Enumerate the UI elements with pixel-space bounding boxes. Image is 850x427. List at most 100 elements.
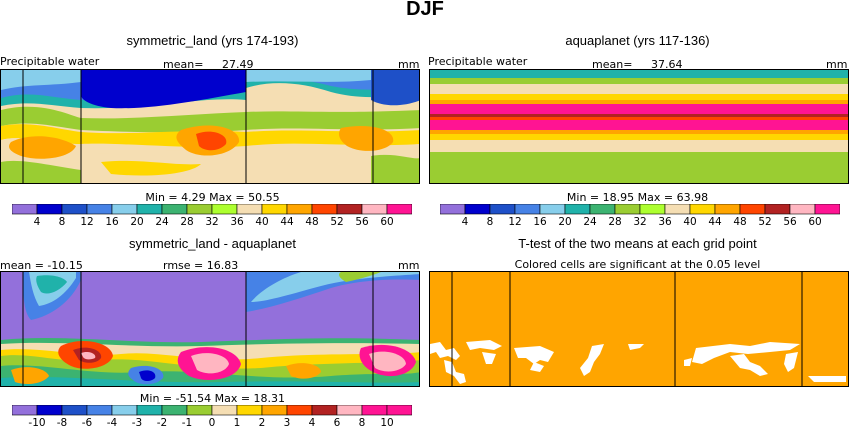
diff-swatch-12 bbox=[311, 405, 338, 416]
panel-title-ttest: T-test of the two means at each grid poi… bbox=[518, 236, 757, 251]
pw-left-tick-label: 4 bbox=[34, 216, 41, 228]
pw-left-tick-label: 44 bbox=[280, 216, 294, 228]
pw-left-tick-label: 20 bbox=[130, 216, 143, 228]
diff-swatch-15 bbox=[386, 405, 412, 416]
pw-right-tick-label: 44 bbox=[708, 216, 722, 228]
pw-left-tick-label: 24 bbox=[155, 216, 169, 228]
diff-swatch-8 bbox=[211, 405, 238, 416]
mean-label: mean= bbox=[592, 58, 633, 71]
diff-tick-label: 8 bbox=[359, 417, 366, 427]
units-label: mm bbox=[398, 259, 420, 272]
diff-tick-label: -6 bbox=[82, 417, 93, 427]
variable-label: Precipitable water bbox=[0, 55, 100, 68]
pw-left-swatch-7 bbox=[186, 204, 213, 215]
diff-swatch-4 bbox=[111, 405, 138, 416]
pw-left-swatch-14 bbox=[361, 204, 388, 215]
map-symmetric-land bbox=[0, 69, 420, 184]
variable-label: Precipitable water bbox=[428, 55, 528, 68]
panel-title-difference: symmetric_land - aquaplanet bbox=[129, 236, 296, 251]
diff-swatch-7 bbox=[186, 405, 213, 416]
pw-right-tick-label: 28 bbox=[608, 216, 621, 228]
diff-swatch-6 bbox=[161, 405, 188, 416]
ttest-subtitle: Colored cells are significant at the 0.0… bbox=[514, 258, 761, 271]
aquaplanet-band bbox=[430, 130, 848, 134]
pw-right-swatch-5 bbox=[564, 204, 591, 215]
aquaplanet-band bbox=[430, 140, 848, 152]
diff-tick-label: -3 bbox=[132, 417, 142, 427]
aquaplanet-band bbox=[430, 134, 848, 140]
pw-right-swatch-10 bbox=[689, 204, 716, 215]
mean-value: 37.64 bbox=[651, 58, 683, 71]
diff-tick-label: -10 bbox=[28, 417, 45, 427]
aquaplanet-band bbox=[430, 70, 848, 78]
pw-right-swatch-12 bbox=[739, 204, 766, 215]
diff-swatch-13 bbox=[336, 405, 363, 416]
map-difference bbox=[0, 271, 420, 387]
diff-swatch-3 bbox=[86, 405, 113, 416]
units-label: mm bbox=[398, 58, 420, 71]
diff-tick-label: -1 bbox=[182, 417, 192, 427]
pw-right-tick-label: 40 bbox=[683, 216, 696, 228]
pw-right-swatch-15 bbox=[814, 204, 840, 215]
aquaplanet-band bbox=[430, 94, 848, 100]
pw-left-tick-label: 60 bbox=[380, 216, 393, 228]
diff-swatch-1 bbox=[36, 405, 63, 416]
rmse-text: rmse = 16.83 bbox=[163, 259, 239, 272]
diff-tick-label: -8 bbox=[57, 417, 67, 427]
min-max-stats: Min = 4.29 Max = 50.55 bbox=[145, 191, 280, 204]
pw-right-tick-label: 36 bbox=[658, 216, 672, 228]
pw-left-swatch-3 bbox=[86, 204, 113, 215]
diff-tick-label: 10 bbox=[380, 417, 393, 427]
pw-left-swatch-6 bbox=[161, 204, 188, 215]
pw-left-swatch-10 bbox=[261, 204, 288, 215]
figure-title: DJF bbox=[406, 0, 444, 20]
pw-right-tick-label: 4 bbox=[462, 216, 469, 228]
aquaplanet-band bbox=[430, 104, 848, 114]
diff-swatch-2 bbox=[61, 405, 88, 416]
pw-right-swatch-11 bbox=[714, 204, 741, 215]
pw-left-swatch-0 bbox=[12, 204, 38, 215]
map-ttest-significance bbox=[429, 271, 849, 387]
pw-left-tick-label: 52 bbox=[330, 216, 343, 228]
pw-left-tick-label: 28 bbox=[180, 216, 193, 228]
diff-swatch-9 bbox=[236, 405, 263, 416]
diff-swatch-10 bbox=[261, 405, 288, 416]
pw-left-swatch-13 bbox=[336, 204, 363, 215]
diff-tick-label: -4 bbox=[107, 417, 118, 427]
diff-tick-label: 0 bbox=[209, 417, 216, 427]
diff-tick-label: 2 bbox=[259, 417, 266, 427]
pw-left-tick-label: 36 bbox=[230, 216, 244, 228]
panel-title-symmetric-land: symmetric_land (yrs 174-193) bbox=[126, 33, 299, 48]
diff-swatch-14 bbox=[361, 405, 388, 416]
pw-right-swatch-4 bbox=[539, 204, 566, 215]
panel-title-aquaplanet: aquaplanet (yrs 117-136) bbox=[565, 33, 710, 48]
diff-swatch-5 bbox=[136, 405, 163, 416]
colorbar-precipitable-water-right: 4 8 12 16 20 24 28 32 36 40 44 48 52 56 60 bbox=[440, 204, 840, 230]
pw-right-swatch-8 bbox=[639, 204, 666, 215]
pw-left-tick-label: 8 bbox=[59, 216, 66, 228]
pw-left-swatch-4 bbox=[111, 204, 138, 215]
pw-left-swatch-1 bbox=[36, 204, 63, 215]
diff-tick-label: 3 bbox=[284, 417, 291, 427]
min-max-stats: Min = -51.54 Max = 18.31 bbox=[139, 392, 286, 405]
units-label: mm bbox=[826, 58, 848, 71]
pw-right-swatch-14 bbox=[789, 204, 816, 215]
pw-left-tick-label: 32 bbox=[205, 216, 218, 228]
aquaplanet-band bbox=[430, 114, 848, 117]
min-max-stats: Min = 18.95 Max = 63.98 bbox=[566, 191, 709, 204]
mean-label: mean= bbox=[163, 58, 204, 71]
pw-right-swatch-2 bbox=[489, 204, 516, 215]
pw-right-swatch-13 bbox=[764, 204, 791, 215]
pw-left-tick-label: 16 bbox=[105, 216, 119, 228]
pw-left-swatch-11 bbox=[286, 204, 313, 215]
aquaplanet-band bbox=[430, 100, 848, 104]
pw-right-tick-label: 48 bbox=[733, 216, 746, 228]
colorbar-difference: -10 -8 -6 -4 -3 -2 -1 0 1 2 3 4 6 8 10 bbox=[12, 405, 412, 427]
pw-left-swatch-12 bbox=[311, 204, 338, 215]
diff-tick-label: -2 bbox=[157, 417, 167, 427]
pw-right-tick-label: 24 bbox=[583, 216, 597, 228]
pw-left-tick-label: 56 bbox=[355, 216, 369, 228]
diff-tick-label: 1 bbox=[234, 417, 241, 427]
pw-right-swatch-0 bbox=[440, 204, 466, 215]
diff-swatch-0 bbox=[12, 405, 38, 416]
